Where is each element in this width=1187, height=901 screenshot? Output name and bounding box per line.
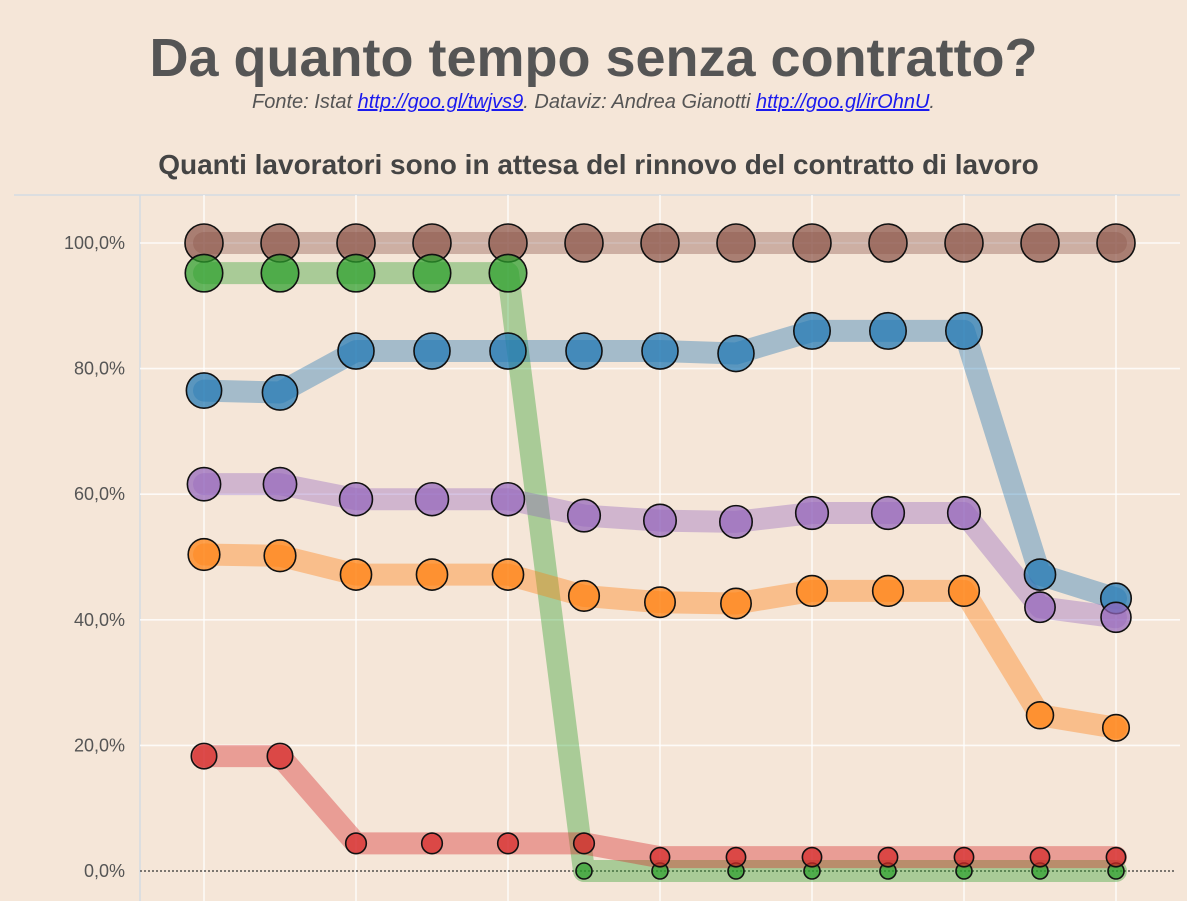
data-point — [567, 579, 601, 613]
data-point — [488, 253, 528, 293]
data-point — [644, 586, 676, 619]
data-point — [266, 742, 294, 770]
data-point — [792, 223, 832, 263]
source-link[interactable]: http://goo.gl/twjvs9 — [357, 91, 524, 113]
data-point — [720, 587, 752, 620]
data-point — [566, 498, 602, 533]
data-point — [641, 332, 679, 370]
data-point — [1023, 558, 1057, 591]
data-point — [1025, 700, 1055, 730]
data-point — [717, 334, 755, 373]
data-point — [1101, 713, 1131, 742]
data-point — [339, 558, 373, 591]
data-point — [868, 311, 908, 350]
data-point — [870, 495, 906, 531]
dataviz-link[interactable]: http://goo.gl/irOhnU — [755, 91, 930, 113]
data-point — [725, 846, 747, 868]
data-point — [642, 503, 678, 538]
data-point — [490, 481, 526, 517]
data-point — [575, 862, 593, 880]
data-point — [946, 495, 982, 531]
chart-title: Quanti lavoratori sono in attesa del rin… — [158, 149, 1039, 180]
data-point — [649, 846, 671, 868]
data-point — [944, 223, 984, 263]
page-title: Da quanto tempo senza contratto? — [149, 28, 1038, 88]
data-point — [344, 832, 368, 855]
data-point — [261, 374, 299, 411]
data-point — [186, 466, 222, 502]
data-point — [1020, 223, 1060, 263]
y-tick-label: 80,0% — [74, 359, 125, 379]
data-point — [640, 223, 680, 263]
data-point — [718, 504, 754, 539]
y-tick-label: 0,0% — [84, 861, 125, 881]
data-point — [1029, 846, 1051, 868]
data-point — [572, 832, 596, 855]
data-point — [260, 253, 300, 293]
data-point — [187, 537, 221, 572]
data-point — [1105, 846, 1127, 868]
data-point — [412, 253, 452, 293]
data-point — [565, 332, 603, 370]
data-point — [184, 253, 224, 293]
y-tick-label: 20,0% — [74, 735, 125, 755]
y-tick-label: 40,0% — [74, 610, 125, 630]
data-point — [1096, 223, 1136, 263]
data-point — [801, 846, 823, 868]
data-point — [338, 481, 374, 517]
data-point — [414, 481, 450, 517]
y-tick-label: 100,0% — [64, 233, 125, 253]
source-line: Fonte: Istat http://goo.gl/twjvs9. Datav… — [0, 90, 1187, 114]
data-point — [1024, 591, 1056, 624]
data-point — [564, 223, 604, 263]
data-point — [263, 539, 297, 573]
source-suffix: . — [929, 91, 935, 113]
data-point — [190, 742, 218, 770]
data-point — [795, 574, 829, 608]
source-prefix: Fonte: Istat — [252, 91, 358, 113]
data-point — [792, 311, 832, 350]
data-point — [871, 574, 905, 608]
data-point — [420, 832, 444, 855]
data-point — [413, 332, 451, 370]
data-point — [794, 495, 830, 531]
data-point — [415, 558, 449, 591]
data-point — [489, 332, 527, 370]
data-point — [337, 332, 375, 370]
data-point — [491, 558, 525, 591]
y-tick-label: 60,0% — [74, 484, 125, 504]
data-point — [716, 223, 756, 263]
data-point — [262, 466, 298, 502]
data-point — [947, 574, 981, 608]
data-point — [953, 846, 975, 868]
data-point — [1100, 601, 1132, 634]
data-point — [868, 223, 908, 263]
data-point — [944, 311, 984, 350]
data-point — [496, 832, 520, 855]
data-point — [336, 253, 376, 293]
dataviz-prefix: . Dataviz: Andrea Gianotti — [523, 91, 756, 113]
data-point — [877, 846, 899, 868]
data-point — [185, 372, 223, 410]
